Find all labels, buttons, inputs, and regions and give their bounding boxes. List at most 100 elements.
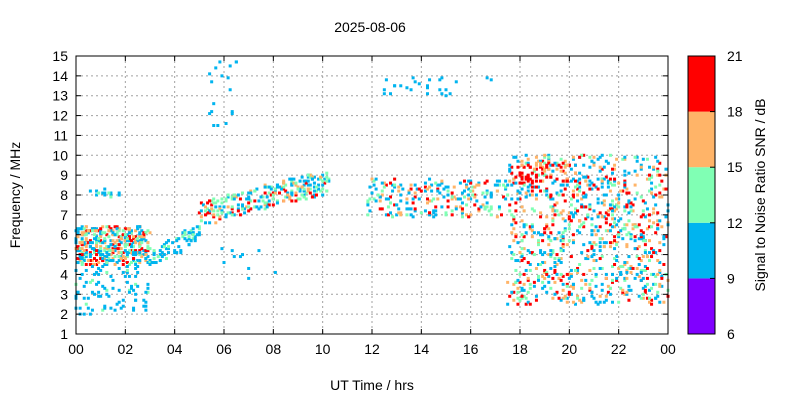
heatmap-point <box>510 290 514 294</box>
heatmap-point <box>615 157 619 161</box>
heatmap-point <box>101 264 105 268</box>
heatmap-point <box>617 201 621 205</box>
heatmap-point <box>545 193 549 197</box>
heatmap-point <box>592 266 596 270</box>
heatmap-point <box>230 195 234 199</box>
heatmap-point <box>506 280 510 284</box>
heatmap-point <box>125 233 129 237</box>
heatmap-point <box>600 215 604 219</box>
heatmap-point <box>148 247 152 251</box>
heatmap-point <box>76 249 80 253</box>
heatmap-point <box>93 272 96 276</box>
heatmap-point <box>611 213 614 217</box>
heatmap-point <box>76 235 80 239</box>
heatmap-point <box>615 197 619 201</box>
heatmap-point <box>249 191 253 195</box>
heatmap-point <box>592 163 596 167</box>
heatmap-point <box>419 189 423 193</box>
heatmap-point <box>103 241 107 245</box>
heatmap-point <box>146 247 150 251</box>
heatmap-point <box>142 235 146 239</box>
heatmap-point <box>142 231 146 235</box>
heatmap-point <box>576 270 580 274</box>
heatmap-point <box>399 84 403 88</box>
heatmap-point <box>590 217 594 221</box>
heatmap-point <box>619 229 623 233</box>
heatmap-point <box>648 213 651 217</box>
heatmap-point <box>132 259 136 263</box>
heatmap-point <box>567 227 571 231</box>
heatmap-point <box>567 292 571 296</box>
heatmap-point <box>245 205 249 209</box>
x-tick-label: 18 <box>512 341 528 357</box>
heatmap-point <box>532 209 536 213</box>
heatmap-point <box>253 199 257 203</box>
heatmap-point <box>643 215 647 219</box>
heatmap-point <box>160 255 164 259</box>
heatmap-point <box>127 243 131 247</box>
heatmap-point <box>407 207 411 211</box>
heatmap-point <box>103 239 107 243</box>
heatmap-point <box>325 189 329 193</box>
heatmap-point <box>530 225 534 229</box>
heatmap-point <box>571 177 575 181</box>
heatmap-point <box>493 183 497 187</box>
heatmap-point <box>613 163 617 167</box>
heatmap-point <box>555 290 559 294</box>
heatmap-point <box>567 217 571 221</box>
heatmap-point <box>600 201 604 205</box>
heatmap-point <box>263 183 267 187</box>
heatmap-point <box>236 203 240 207</box>
heatmap-point <box>559 239 563 243</box>
heatmap-point <box>267 199 271 203</box>
heatmap-point <box>288 197 292 201</box>
heatmap-point <box>321 173 325 177</box>
heatmap-point <box>99 245 103 249</box>
heatmap-point <box>446 205 450 209</box>
heatmap-point <box>580 205 584 209</box>
heatmap-point <box>615 276 619 280</box>
heatmap-point <box>125 270 129 274</box>
heatmap-point <box>578 219 582 223</box>
heatmap-point <box>477 209 481 213</box>
heatmap-point <box>158 253 162 257</box>
heatmap-point <box>428 177 432 181</box>
heatmap-point <box>643 268 647 272</box>
heatmap-point <box>561 239 565 243</box>
heatmap-point <box>495 183 499 187</box>
heatmap-point <box>639 296 643 300</box>
heatmap-point <box>534 298 538 302</box>
heatmap-point <box>551 181 555 185</box>
heatmap-point <box>641 296 645 300</box>
heatmap-point <box>148 259 152 263</box>
heatmap-point <box>146 241 150 245</box>
heatmap-point <box>167 251 170 255</box>
heatmap-point <box>177 245 181 249</box>
heatmap-point <box>234 195 238 199</box>
y-tick-label: 9 <box>60 167 68 183</box>
heatmap-point <box>637 237 641 241</box>
y-tick-label: 5 <box>60 247 68 263</box>
heatmap-point <box>107 229 111 233</box>
heatmap-point <box>132 308 136 312</box>
heatmap-point <box>121 298 125 302</box>
heatmap-point <box>428 213 432 217</box>
heatmap-point <box>216 124 220 127</box>
heatmap-point <box>300 185 304 189</box>
heatmap-point <box>654 155 658 159</box>
heatmap-point <box>553 292 557 296</box>
heatmap-point <box>181 235 185 239</box>
heatmap-point <box>111 257 115 261</box>
heatmap-point <box>132 245 136 249</box>
heatmap-point <box>366 199 370 203</box>
heatmap-point <box>555 161 559 165</box>
heatmap-point <box>160 245 164 249</box>
heatmap-point <box>241 207 244 211</box>
heatmap-point <box>103 257 107 261</box>
heatmap-point <box>212 213 216 217</box>
heatmap-point <box>592 296 596 300</box>
heatmap-point <box>602 215 606 219</box>
heatmap-point <box>275 185 279 189</box>
heatmap-point <box>302 195 306 199</box>
heatmap-point <box>648 219 651 223</box>
